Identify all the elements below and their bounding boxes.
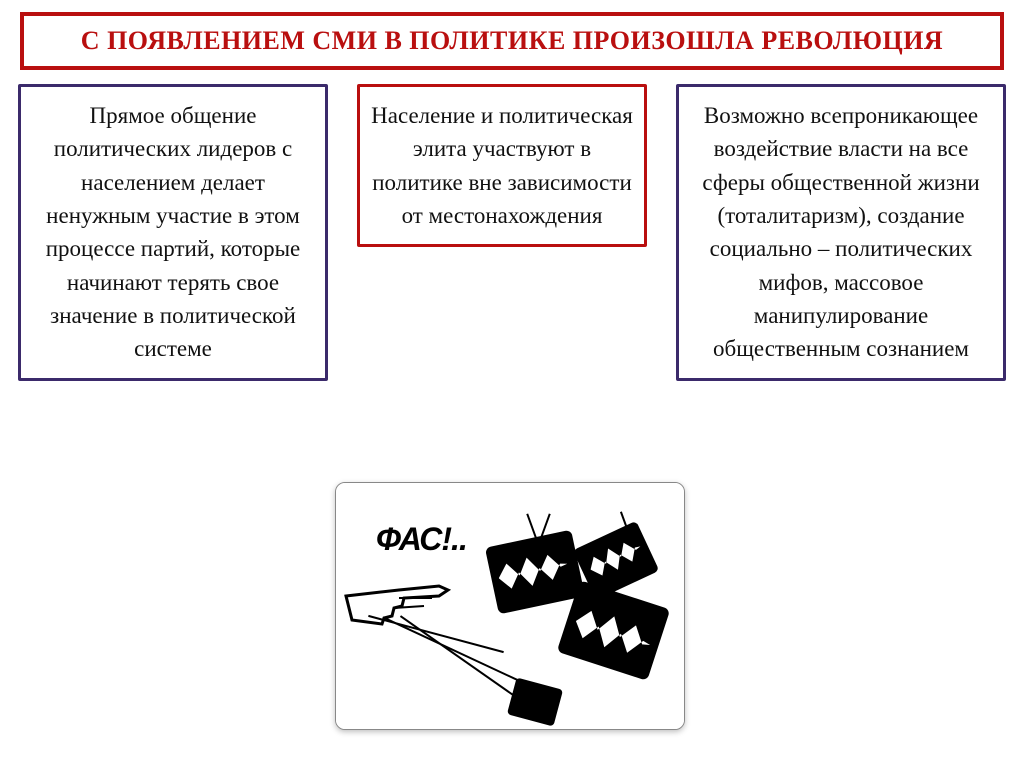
wire-icon [400, 615, 532, 708]
illustration-caption: ФАС!.. [376, 521, 467, 558]
column-3: Возможно всепроникающее воздействие влас… [676, 84, 1006, 381]
illustration-canvas: ФАС!.. [336, 483, 684, 729]
illustration-frame: ФАС!.. [335, 482, 685, 730]
title-box: С ПОЯВЛЕНИЕМ СМИ В ПОЛИТИКЕ ПРОИЗОШЛА РЕ… [20, 12, 1004, 70]
pointing-hand-icon [344, 568, 454, 628]
column-1: Прямое общение политических лидеров с на… [18, 84, 328, 381]
tv-icon [507, 677, 563, 726]
column-2: Население и политическая элита участвуют… [357, 84, 647, 247]
columns-row: Прямое общение политических лидеров с на… [12, 84, 1012, 381]
